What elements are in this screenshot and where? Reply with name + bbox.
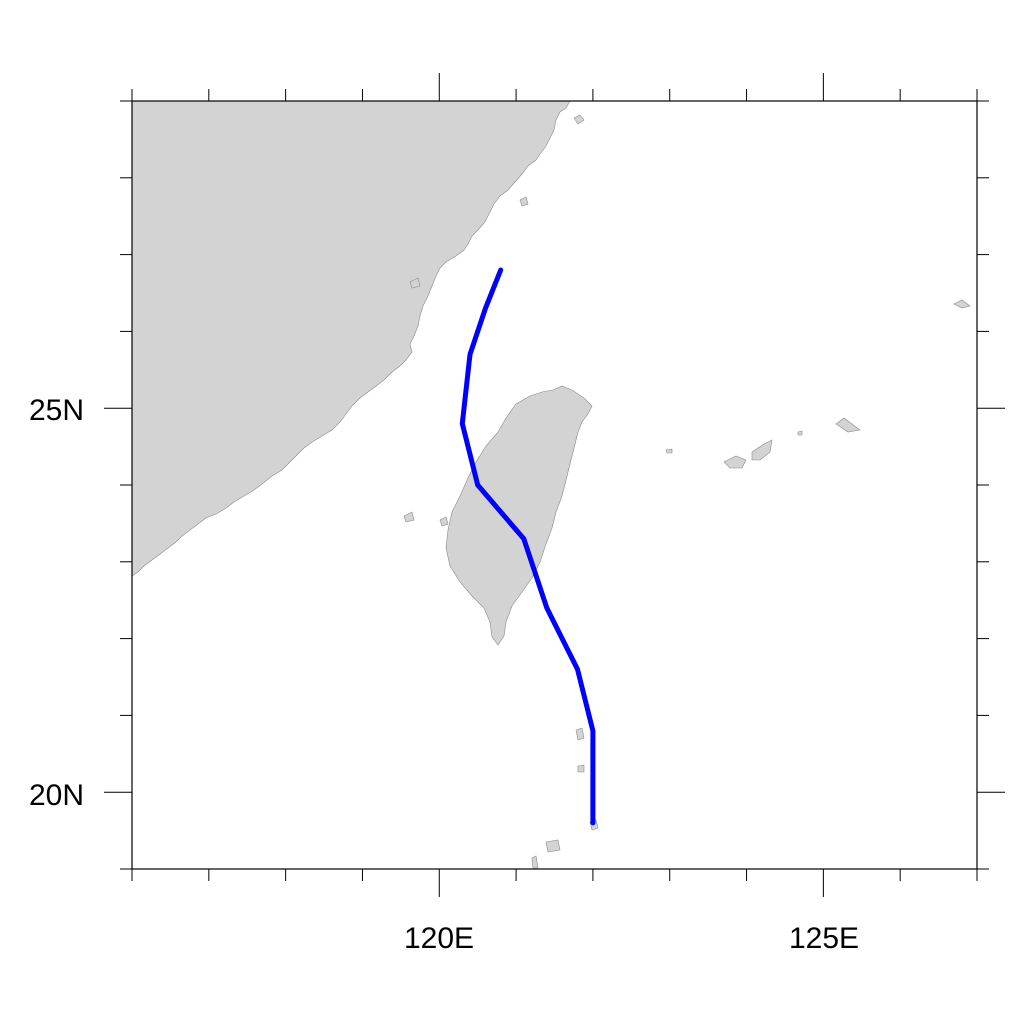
batanes-island	[575, 727, 585, 741]
babuyan-island	[531, 855, 539, 869]
ryukyu-island	[953, 299, 971, 309]
coastal-island	[573, 114, 585, 125]
batanes-island	[577, 764, 585, 773]
coastal-island	[403, 511, 415, 523]
coastal-island	[519, 196, 529, 207]
babuyan-island	[545, 839, 561, 853]
y-tick-label-25N: 25N	[29, 394, 84, 427]
taiwan-land	[445, 385, 593, 646]
x-tick-label-120E: 120E	[404, 922, 474, 955]
x-tick-label-125E: 125E	[789, 922, 859, 955]
coastal-island	[409, 277, 421, 289]
map-plot-area	[132, 101, 971, 869]
typhoon-track-line	[459, 267, 596, 826]
axis-ticks	[104, 73, 1005, 897]
ryukyu-island	[723, 455, 747, 469]
penghu-island	[439, 516, 449, 527]
y-tick-label-20N: 20N	[29, 779, 84, 812]
ryukyu-island	[751, 439, 773, 461]
ryukyu-island	[665, 448, 673, 454]
mainland-land	[132, 101, 571, 577]
ryukyu-island	[797, 430, 803, 436]
ryukyu-island	[835, 417, 861, 433]
